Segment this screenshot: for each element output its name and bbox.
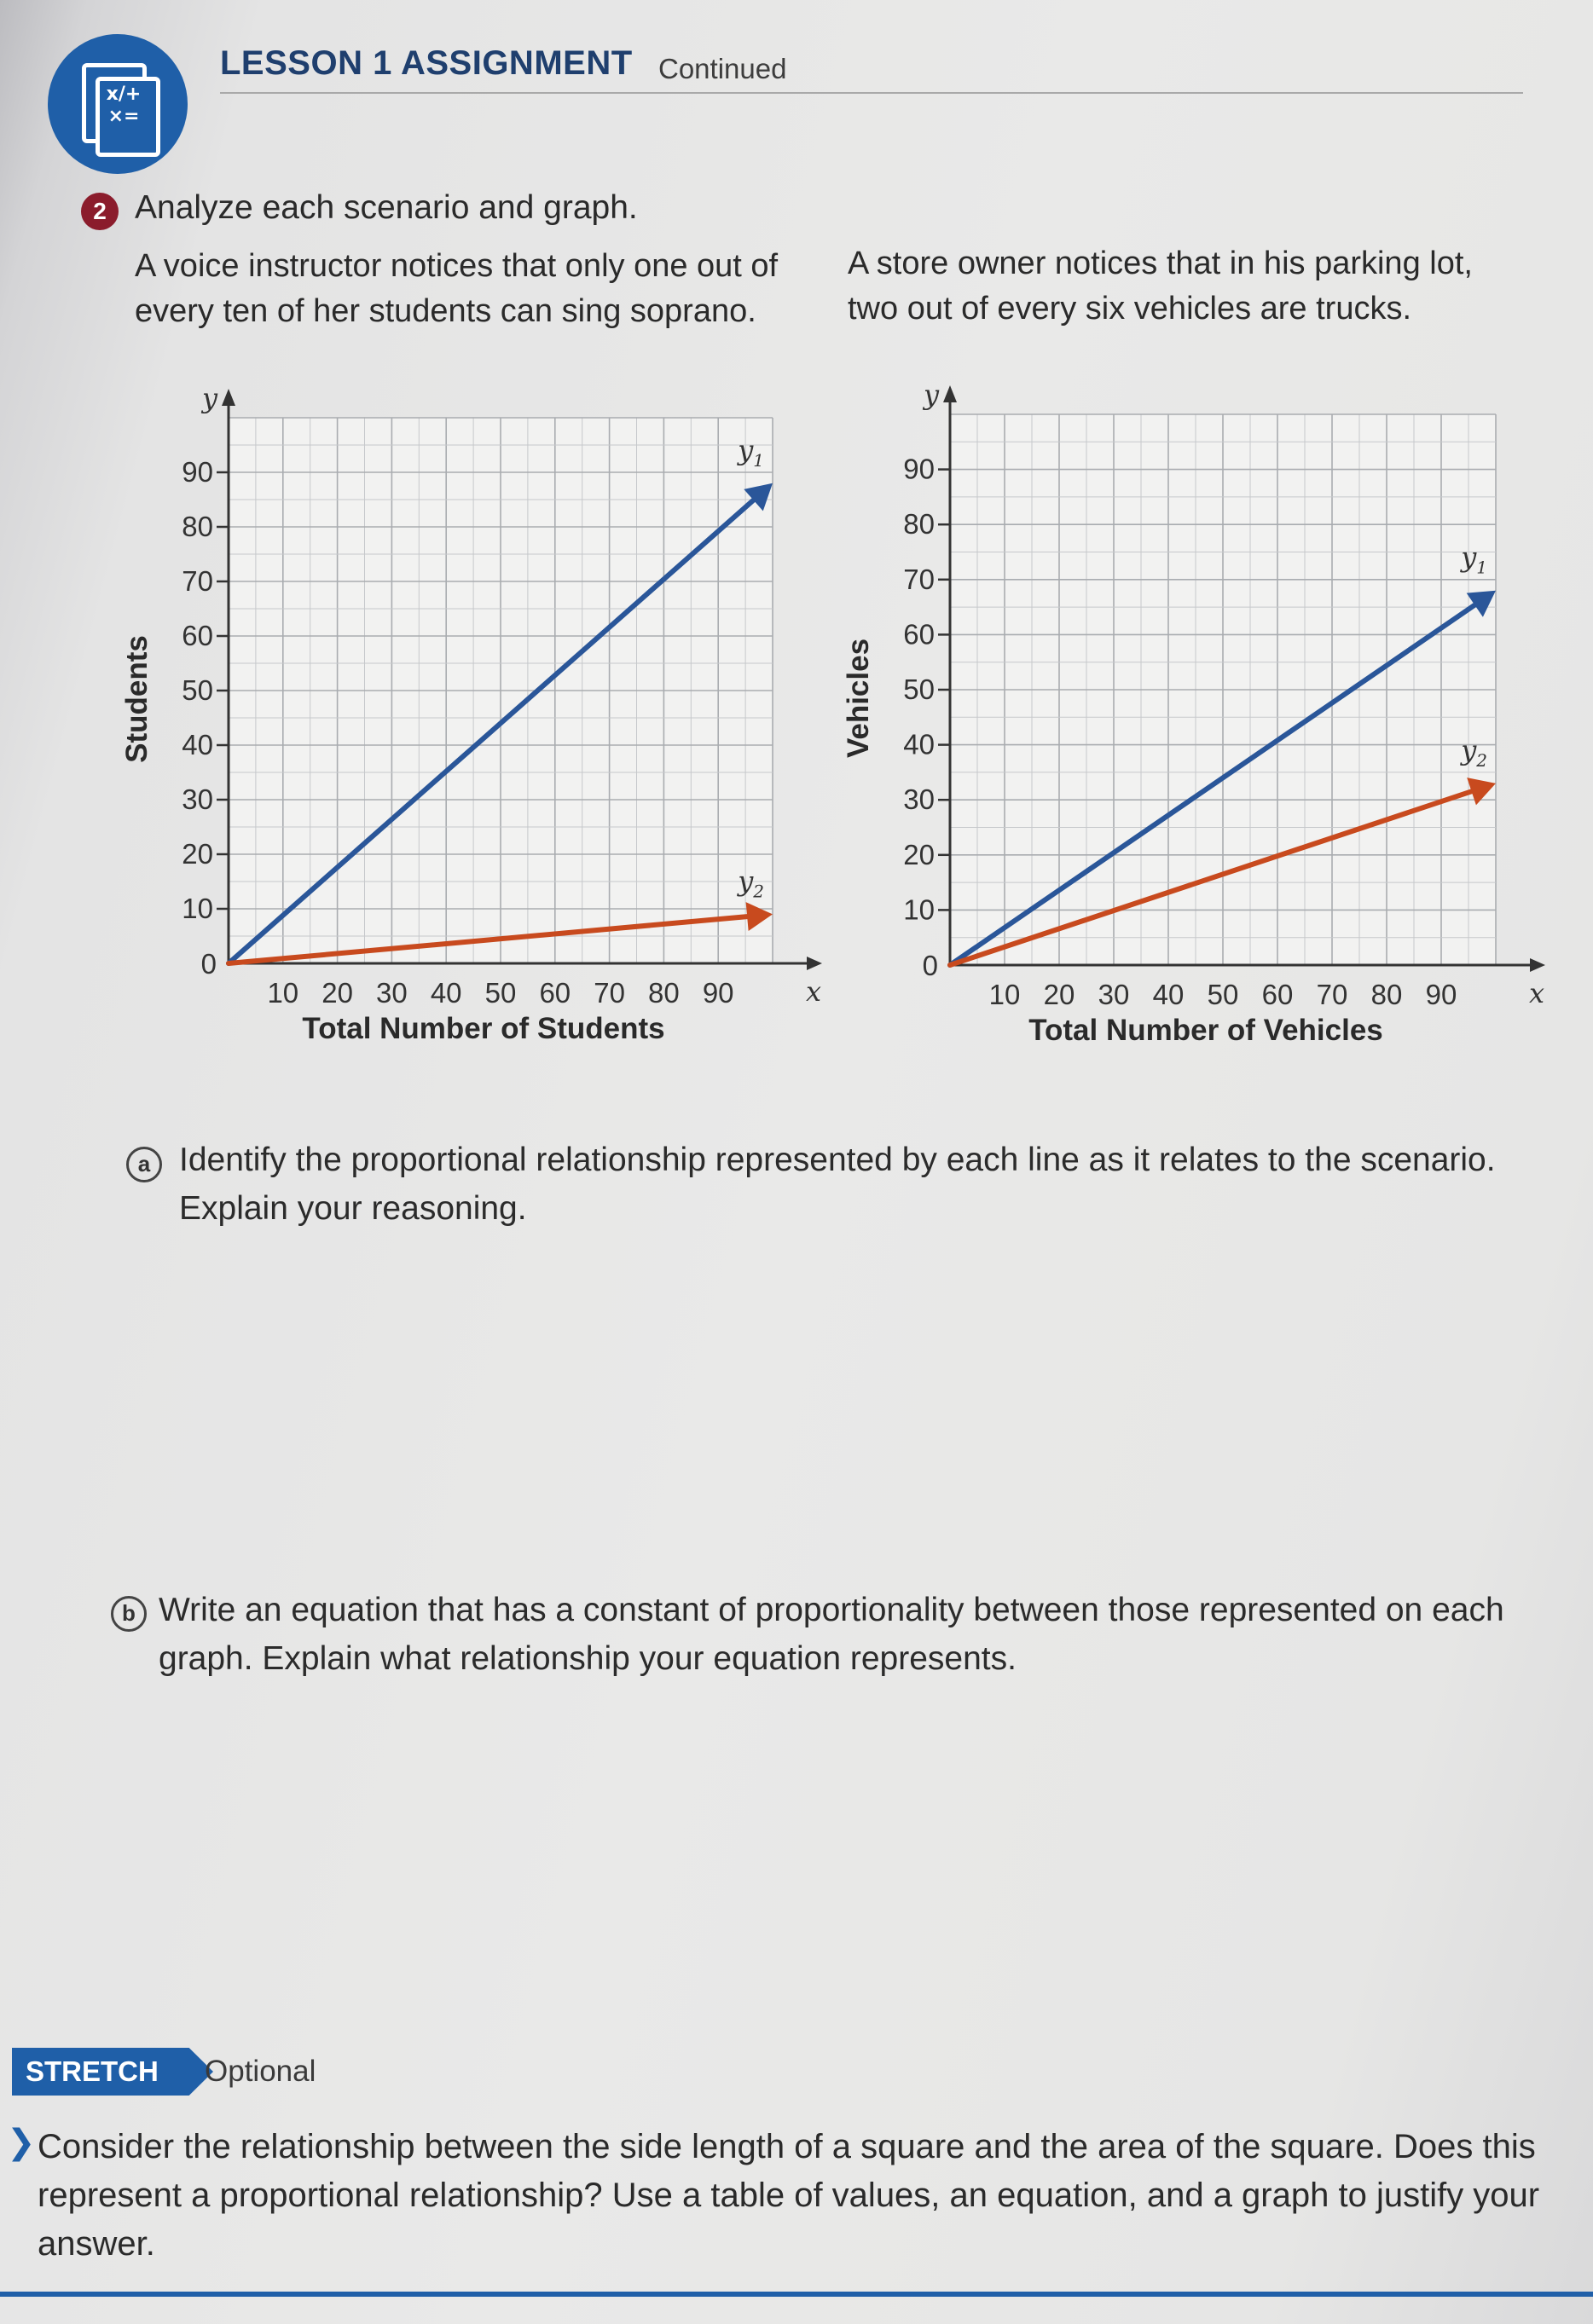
x-tick-label: 60 — [1262, 979, 1294, 1010]
x-tick-label: 20 — [321, 977, 353, 1009]
math-operations-card-icon — [96, 77, 160, 157]
stretch-text: Consider the relationship between the si… — [38, 2128, 1540, 2263]
stretch-tag: STRETCH — [12, 2048, 213, 2096]
lesson-subtitle: Continued — [658, 53, 787, 84]
x-tick-label: 80 — [1371, 979, 1403, 1010]
y-tick-label: 90 — [903, 454, 935, 485]
y-tick-label: 40 — [182, 729, 213, 760]
part-a-marker: a — [126, 1147, 162, 1182]
question-number-badge: 2 — [81, 193, 119, 230]
series-arrowhead-icon — [745, 902, 773, 932]
y-axis-variable-label: y — [200, 382, 218, 414]
series-y1: y1 — [947, 541, 1496, 968]
y-tick-label: 20 — [182, 838, 213, 870]
math-operations-glyph: x/+ ×= — [106, 84, 142, 127]
part-a-text: Identify the proportional relationship r… — [179, 1142, 1496, 1227]
x-axis-title: Total Number of Vehicles — [1028, 1014, 1383, 1047]
y-tick-label: 60 — [182, 620, 213, 651]
y-tick-label: 80 — [182, 511, 213, 542]
series-arrowhead-icon — [1466, 590, 1496, 617]
question-prompt: Analyze each scenario and graph. — [135, 189, 638, 226]
series-label-subscript: 1 — [753, 450, 764, 471]
scenario-store-owner: A store owner notices that in his parkin… — [848, 246, 1473, 327]
series-label-subscript: 2 — [752, 881, 764, 901]
part-b-text: Write an equation that has a constant of… — [159, 1592, 1504, 1677]
stretch-optional-label: Optional — [205, 2055, 316, 2088]
series-line-y1 — [226, 497, 756, 966]
y-tick-label: 30 — [903, 783, 935, 815]
lesson-badge: x/+ ×= — [48, 34, 188, 174]
y-tick-label: 20 — [903, 839, 935, 870]
y-tick-label: 10 — [182, 893, 213, 924]
x-tick-label: 40 — [431, 977, 462, 1009]
x-tick-label: 40 — [1153, 979, 1185, 1010]
series-y1: y1 — [226, 434, 773, 966]
graph-vehicles: x y 10 20 30 40 50 60 70 80 90 10 20 30 40 50 60 70 80 90 0 T… — [842, 379, 1545, 1047]
x-tick-label: 60 — [539, 977, 571, 1009]
series-arrowhead-icon — [1467, 778, 1496, 806]
x-tick-label: 80 — [648, 977, 680, 1009]
x-tick-label: 70 — [1317, 979, 1348, 1010]
chevron-right-icon: ❯ — [7, 2124, 36, 2161]
origin-label: 0 — [201, 948, 217, 980]
grid-lines — [949, 413, 1497, 966]
x-tick-label: 50 — [1208, 979, 1239, 1010]
series-line-y2 — [226, 914, 750, 966]
x-axis-variable-label: x — [806, 975, 821, 1008]
x-axis-arrow-icon — [807, 957, 822, 970]
grid-lines — [228, 417, 773, 964]
x-tick-label: 70 — [594, 977, 625, 1009]
y-tick-label: 30 — [182, 783, 213, 815]
series-label-subscript: 2 — [1475, 750, 1487, 771]
y-axis-variable-label: y — [922, 379, 940, 411]
series-line-y1 — [947, 602, 1478, 968]
header-divider — [220, 92, 1523, 94]
footer-divider — [0, 2292, 1593, 2297]
y-tick-label: 90 — [182, 456, 213, 488]
lesson-title: LESSON 1 ASSIGNMENT — [220, 44, 633, 82]
y-tick-label: 80 — [903, 508, 935, 540]
x-tick-label: 10 — [989, 979, 1021, 1010]
y-axis-title: Vehicles — [842, 639, 875, 758]
x-tick-label: 30 — [1098, 979, 1130, 1010]
x-axis-title: Total Number of Students — [302, 1012, 664, 1045]
y-tick-label: 40 — [903, 729, 935, 760]
graph-students: x y 10 20 30 40 50 60 70 80 90 10 20 30 40 50 60 70 80 90 0 T… — [120, 382, 822, 1045]
y-axis-arrow-icon — [222, 389, 235, 406]
series-label-y1: y1 — [1459, 541, 1487, 578]
y-axis-title: Students — [120, 635, 154, 763]
series-arrowhead-icon — [744, 483, 773, 512]
x-tick-label: 90 — [703, 977, 734, 1009]
x-axis-arrow-icon — [1530, 958, 1545, 972]
x-tick-label: 90 — [1426, 979, 1457, 1010]
y-tick-label: 10 — [903, 893, 935, 925]
x-axis-variable-label: x — [1529, 977, 1544, 1009]
x-tick-label: 50 — [485, 977, 517, 1009]
y-axis-arrow-icon — [943, 385, 957, 402]
y-tick-label: 50 — [903, 673, 935, 705]
x-tick-label: 10 — [267, 977, 298, 1009]
scenario-voice-instructor: A voice instructor notices that only one… — [135, 248, 779, 329]
x-tick-label: 30 — [376, 977, 408, 1009]
series-label-subscript: 1 — [1476, 558, 1487, 578]
x-tick-label: 20 — [1044, 979, 1075, 1010]
y-tick-label: 50 — [182, 674, 213, 706]
y-tick-label: 70 — [903, 564, 935, 595]
y-tick-label: 60 — [903, 618, 935, 650]
series-line-y2 — [947, 789, 1474, 968]
y-tick-label: 70 — [182, 565, 213, 597]
part-b-marker: b — [111, 1596, 147, 1632]
origin-label: 0 — [923, 950, 938, 981]
series-y2: y2 — [226, 864, 773, 966]
